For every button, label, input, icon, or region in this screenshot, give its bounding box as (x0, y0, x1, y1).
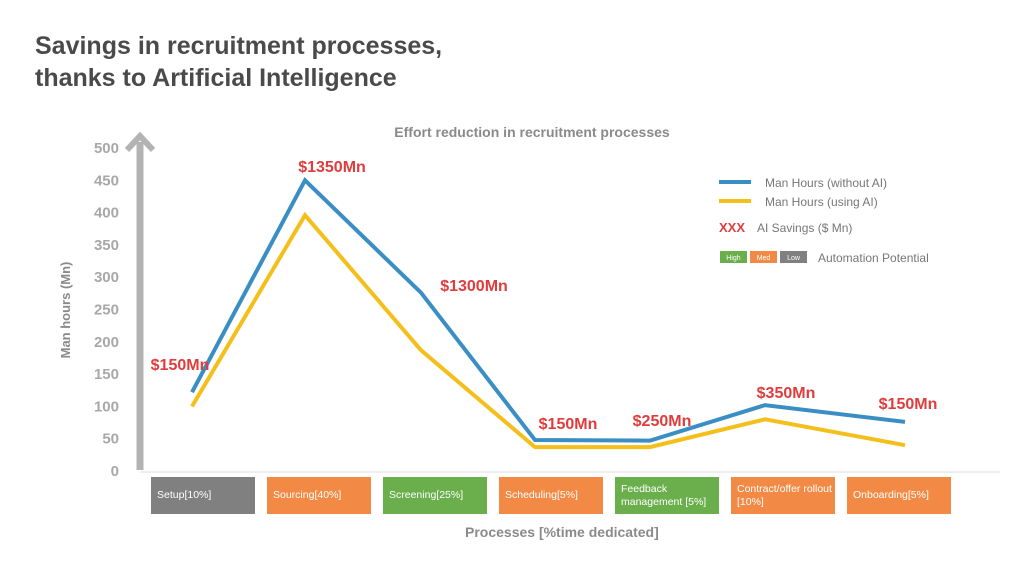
title-line-1: Savings in recruitment processes, (35, 32, 443, 60)
category-box: Onboarding[5%] (847, 477, 951, 514)
y-tick-label: 450 (94, 172, 119, 189)
y-tick-label: 500 (94, 140, 119, 157)
savings-label: $350Mn (757, 385, 816, 402)
legend-potential-swatch-high (720, 251, 747, 263)
legend-savings-marker: XXX (719, 220, 745, 235)
chart-title: Effort reduction in recruitment processe… (394, 124, 670, 140)
y-tick-label: 300 (94, 269, 119, 286)
category-box: Feedback management [5%] (615, 477, 719, 514)
legend-savings-label: AI Savings ($ Mn) (757, 221, 852, 235)
y-tick-label: 400 (94, 205, 119, 222)
category-box: Sourcing[40%] (267, 477, 371, 514)
y-axis-arrow-head (124, 131, 156, 153)
legend-label-using-ai: Man Hours (using AI) (765, 195, 878, 209)
y-tick-label: 0 (111, 463, 119, 480)
y-tick-label: 150 (94, 366, 119, 383)
legend-potential-swatch-med (750, 251, 777, 263)
y-tick-label: 200 (94, 334, 119, 351)
series-line-using-ai (190, 211, 906, 450)
category-box: Screening[25%] (383, 477, 487, 514)
y-tick-label: 250 (94, 302, 119, 319)
y-axis-label: Man hours (Mn) (58, 262, 73, 359)
category-box: Scheduling[5%] (499, 477, 603, 514)
y-tick-label: 100 (94, 398, 119, 415)
category-box: Setup[10%] (151, 477, 255, 514)
page-title: Savings in recruitment processes, thanks… (35, 30, 442, 94)
savings-label: $150Mn (539, 416, 598, 433)
savings-label: $150Mn (879, 396, 938, 413)
savings-label: $1350Mn (298, 159, 366, 176)
x-axis-label: Processes [%time dedicated] (465, 524, 659, 540)
title-line-2: thanks to Artificial Intelligence (35, 64, 397, 92)
savings-label: $1300Mn (440, 278, 508, 295)
legend-potential-label: Low (787, 255, 801, 262)
savings-label: $150Mn (151, 357, 210, 374)
y-tick-label: 50 (102, 431, 119, 448)
legend-automation-label: Automation Potential (818, 251, 929, 265)
series-line-without-ai (190, 177, 906, 443)
legend-potential-label: Med (757, 255, 771, 262)
legend-potential-swatch-low (780, 251, 807, 263)
legend-potential-label: High (726, 255, 741, 262)
category-box: Contract/offer rollout [10%] (731, 477, 835, 514)
legend-label-without-ai: Man Hours (without AI) (765, 176, 887, 190)
y-tick-label: 350 (94, 237, 119, 254)
savings-label: $250Mn (633, 413, 692, 430)
